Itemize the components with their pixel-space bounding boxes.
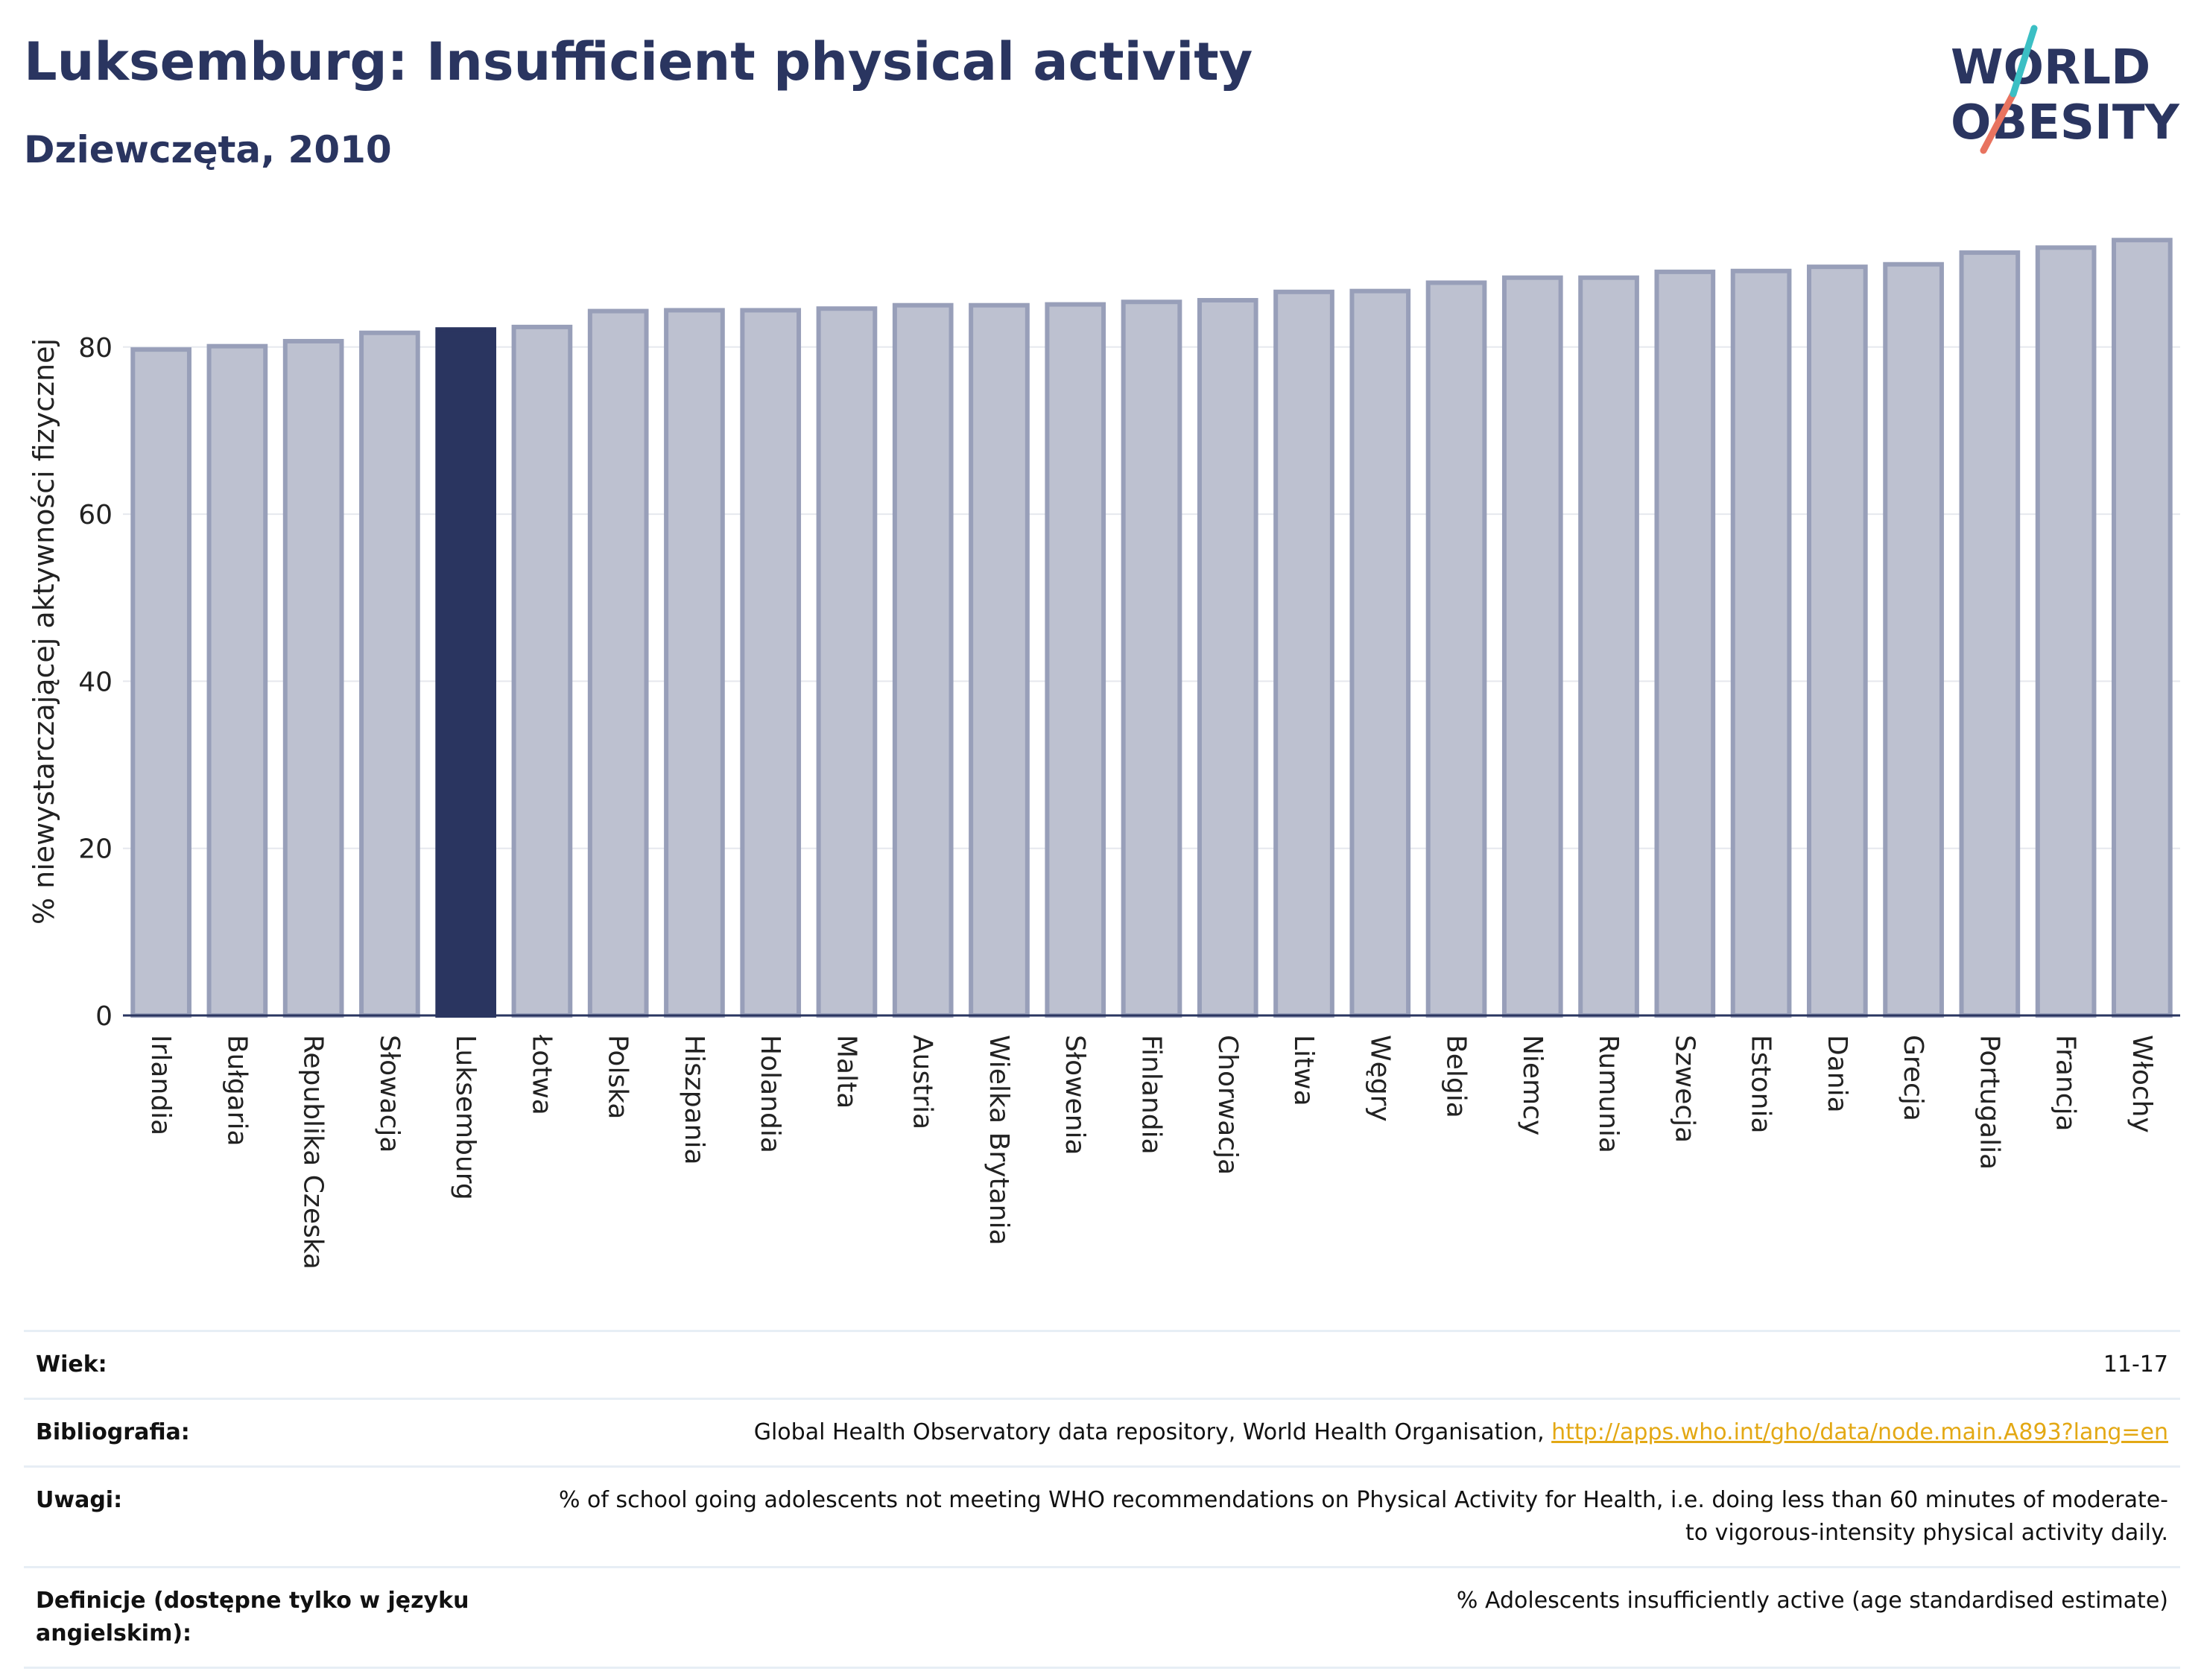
bar xyxy=(1273,289,1334,1018)
info-key-notes: Uwagi: xyxy=(36,1487,123,1513)
bibliography-text: Global Health Observatory data repositor… xyxy=(753,1419,1552,1445)
bar xyxy=(664,308,725,1018)
bar xyxy=(1806,264,1868,1018)
bar xyxy=(1578,275,1639,1018)
x-tick-label: Dania xyxy=(1822,1035,1852,1113)
y-tick-label: 20 xyxy=(78,834,113,865)
bar xyxy=(1501,275,1563,1018)
x-tick-label: Włochy xyxy=(2127,1035,2157,1133)
chart-title: Luksemburg: Insufficient physical activi… xyxy=(24,31,1253,92)
bar xyxy=(1121,299,1182,1018)
bar xyxy=(2112,238,2173,1018)
info-key-age: Wiek: xyxy=(36,1351,107,1378)
y-axis-label: % niewystarczającej aktywności fizycznej xyxy=(28,338,60,925)
bar-chart: 0 20 40 60 80 Irlandia Bułgaria Republika Czes… xyxy=(28,238,2180,1269)
bar xyxy=(1730,268,1792,1018)
y-tick-label: 0 xyxy=(95,1001,113,1032)
x-tick-label: Hiszpania xyxy=(679,1035,709,1165)
x-tick-label: Irlandia xyxy=(145,1035,176,1135)
x-tick-label: Malta xyxy=(831,1035,861,1109)
bar-highlight xyxy=(435,327,497,1018)
x-tick-label: Bułgaria xyxy=(221,1035,252,1147)
bar xyxy=(892,302,954,1018)
bar xyxy=(1197,297,1258,1018)
logo-slash-coral xyxy=(1980,90,2017,154)
x-tick-label: Wielka Brytania xyxy=(984,1035,1014,1246)
x-tick-label: Węgry xyxy=(1364,1035,1395,1122)
x-tick-label: Niemcy xyxy=(1517,1035,1548,1135)
x-tick-label: Rumunia xyxy=(1593,1035,1624,1153)
x-tick-label: Grecja xyxy=(1898,1035,1928,1121)
x-tick-label: Polska xyxy=(603,1035,633,1119)
logo-line1: WORLD xyxy=(1951,40,2150,95)
info-key-bibliography: Bibliografia: xyxy=(36,1419,190,1445)
bars xyxy=(130,238,2173,1018)
x-tick-label: Francja xyxy=(2051,1035,2081,1132)
info-value-notes: % of school going adolescents not meetin… xyxy=(558,1487,2168,1546)
x-tick-label: Chorwacja xyxy=(1212,1035,1243,1175)
x-tick-label: Litwa xyxy=(1288,1035,1319,1106)
bar xyxy=(511,324,573,1018)
bar xyxy=(1654,269,1716,1018)
info-row-notes: Uwagi: % of school going adolescents not… xyxy=(24,1465,2180,1566)
y-tick-label: 80 xyxy=(78,333,113,364)
bar xyxy=(1959,250,2021,1018)
info-row-age: Wiek: 11-17 xyxy=(24,1330,2180,1398)
bar xyxy=(1883,261,1944,1018)
x-tick-label: Austria xyxy=(908,1035,938,1129)
bar xyxy=(2035,245,2097,1018)
x-tick-label: Republika Czeska xyxy=(298,1035,329,1269)
x-tick-label: Belgia xyxy=(1441,1035,1472,1118)
x-axis-ticks: Irlandia Bułgaria Republika Czeska Słowacja… xyxy=(145,1034,2157,1269)
x-tick-label: Finlandia xyxy=(1136,1035,1167,1155)
y-tick-label: 40 xyxy=(78,667,113,697)
info-value-bibliography: Global Health Observatory data repositor… xyxy=(754,1416,2168,1449)
y-tick-label: 60 xyxy=(78,500,113,530)
bar xyxy=(1425,280,1487,1018)
bar xyxy=(130,347,191,1018)
x-tick-label: Szwecja xyxy=(1669,1035,1700,1143)
bar xyxy=(359,330,420,1018)
world-obesity-logo: WORLD OBESITY xyxy=(1951,25,2179,154)
info-row-bibliography: Bibliografia: Global Health Observatory … xyxy=(24,1398,2180,1465)
logo-slash-teal xyxy=(2010,25,2038,98)
x-tick-label: Łotwa xyxy=(526,1034,557,1115)
x-tick-label: Estonia xyxy=(1746,1035,1776,1134)
bar xyxy=(969,302,1030,1018)
bar xyxy=(816,306,878,1018)
info-value-age: 11-17 xyxy=(2103,1351,2168,1378)
info-key-definitions: Definicje (dostępne tylko w języku angie… xyxy=(36,1588,469,1646)
info-table: Wiek: 11-17 Bibliografia: Global Health … xyxy=(24,1330,2180,1669)
info-value-definitions: % Adolescents insufficiently active (age… xyxy=(1456,1588,2168,1614)
bar xyxy=(282,338,344,1018)
x-tick-label: Portugalia xyxy=(1974,1035,2004,1170)
bar xyxy=(587,308,649,1018)
chart-subtitle: Dziewczęta, 2010 xyxy=(24,128,392,171)
bar xyxy=(206,343,268,1018)
bar xyxy=(1045,302,1106,1018)
info-row-definitions: Definicje (dostępne tylko w języku angie… xyxy=(24,1566,2180,1669)
x-tick-label: Słowacja xyxy=(374,1035,405,1153)
x-tick-label: Holandia xyxy=(755,1035,785,1153)
y-axis-ticks: 0 20 40 60 80 xyxy=(78,333,113,1032)
x-tick-label: Słowenia xyxy=(1060,1035,1090,1156)
bar xyxy=(740,308,802,1018)
bibliography-link[interactable]: http://apps.who.int/gho/data/node.main.A… xyxy=(1551,1419,2168,1445)
x-tick-label: Luksemburg xyxy=(450,1035,481,1200)
bar xyxy=(1349,288,1411,1018)
